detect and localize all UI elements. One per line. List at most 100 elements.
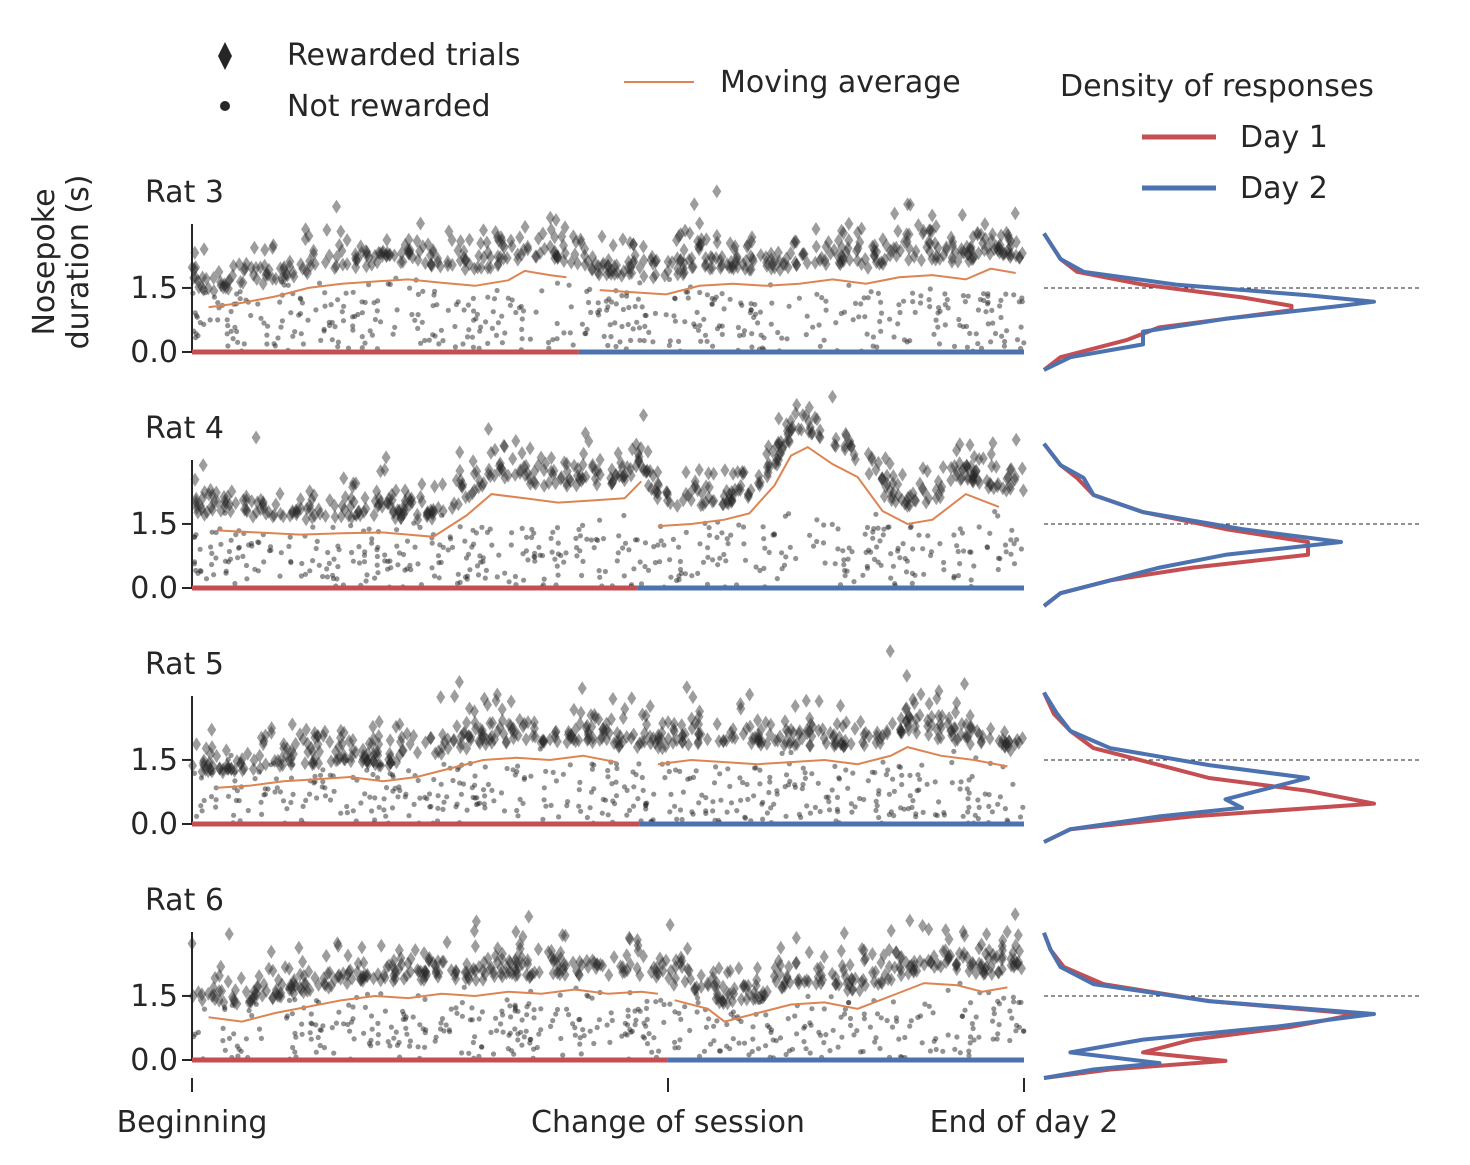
rewarded-trial-marker (602, 732, 612, 747)
trial-markers-rat-5 (188, 644, 1027, 826)
rewarded-trial-marker (890, 960, 900, 975)
unrewarded-trial-marker (594, 1024, 600, 1031)
rewarded-trial-marker (843, 983, 852, 998)
unrewarded-trial-marker (817, 343, 823, 349)
rewarded-trial-marker (797, 247, 807, 262)
rewarded-trial-marker (515, 230, 525, 245)
rewarded-trial-marker (462, 965, 472, 980)
rewarded-trial-marker (459, 244, 469, 259)
rewarded-trial-marker (236, 275, 245, 289)
rewarded-trial-marker (261, 268, 271, 283)
unrewarded-trial-marker (574, 545, 580, 551)
unrewarded-trial-marker (408, 567, 414, 573)
unrewarded-trial-marker (955, 548, 961, 555)
unrewarded-trial-marker (226, 1035, 233, 1041)
unrewarded-trial-marker (234, 328, 240, 335)
unrewarded-trial-marker (820, 540, 827, 546)
rewarded-trial-marker (882, 476, 892, 491)
rewarded-trial-marker (620, 701, 630, 716)
unrewarded-trial-marker (268, 547, 274, 553)
rewarded-trial-marker (948, 235, 958, 249)
rewarded-trial-marker (477, 723, 487, 738)
rewarded-trial-marker (992, 949, 1002, 964)
rewarded-trial-marker (447, 501, 457, 516)
rewarded-trial-marker (648, 468, 658, 483)
unrewarded-trial-marker (861, 1011, 867, 1017)
rewarded-trial-marker (282, 749, 292, 764)
unrewarded-trial-marker (757, 309, 764, 315)
unrewarded-trial-marker (757, 767, 763, 773)
rewarded-trial-marker (745, 719, 755, 734)
rewarded-trial-marker (770, 456, 780, 471)
rewarded-trial-marker (337, 243, 347, 258)
unrewarded-trial-marker (308, 1011, 314, 1017)
rewarded-trial-marker (609, 950, 619, 965)
unrewarded-trial-marker (393, 1029, 399, 1035)
rewarded-trial-marker (962, 729, 972, 744)
unrewarded-trial-marker (316, 280, 323, 286)
unrewarded-trial-marker (1004, 817, 1010, 823)
rewarded-trial-marker (433, 969, 443, 984)
rewarded-trial-marker (469, 924, 479, 938)
rewarded-trial-marker (723, 996, 732, 1011)
rewarded-trial-marker (904, 723, 914, 738)
rewarded-trial-marker (711, 975, 721, 990)
unrewarded-trial-marker (321, 1045, 327, 1051)
unrewarded-trial-marker (389, 805, 396, 811)
rewarded-trial-marker (510, 467, 520, 482)
unrewarded-trial-marker (519, 326, 525, 332)
rewarded-trial-marker (430, 746, 440, 761)
unrewarded-trial-marker (465, 302, 471, 308)
legend-scatter: Rewarded trials Not rewarded (218, 38, 521, 124)
rewarded-trial-marker (915, 476, 925, 491)
unrewarded-trial-marker (760, 816, 766, 822)
density-curve-day2 (1042, 442, 1343, 608)
rewarded-trial-marker (416, 489, 425, 504)
rewarded-trial-marker (191, 260, 201, 275)
rewarded-trial-marker (877, 471, 887, 486)
unrewarded-trial-marker (1010, 781, 1016, 787)
rewarded-trial-marker (947, 724, 957, 738)
rewarded-trial-marker (950, 245, 960, 260)
rewarded-trial-marker (613, 265, 623, 280)
rewarded-trial-marker (762, 258, 772, 273)
unrewarded-trial-marker (278, 324, 284, 330)
rewarded-trial-marker (727, 493, 737, 508)
unrewarded-trial-marker (236, 544, 242, 550)
rewarded-trial-marker (474, 734, 484, 749)
rewarded-trial-marker (631, 437, 641, 452)
unrewarded-trial-marker (932, 812, 939, 818)
unrewarded-trial-marker (910, 798, 916, 804)
rewarded-trial-marker (258, 276, 268, 291)
unrewarded-trial-marker (640, 787, 646, 794)
rewarded-trial-marker (426, 257, 436, 272)
unrewarded-trial-marker (213, 804, 219, 810)
unrewarded-trial-marker (281, 282, 287, 288)
unrewarded-trial-marker (344, 810, 350, 816)
unrewarded-trial-marker (646, 1031, 652, 1037)
rewarded-trial-marker (811, 239, 821, 254)
unrewarded-trial-marker (740, 524, 747, 530)
rewarded-trial-marker (708, 971, 718, 985)
unrewarded-trial-marker (538, 1006, 544, 1012)
rewarded-trial-marker (505, 965, 515, 980)
unrewarded-trial-marker (533, 309, 539, 315)
rewarded-trial-marker (859, 727, 869, 742)
rewarded-trial-marker (444, 224, 454, 239)
unrewarded-trial-marker (719, 291, 725, 297)
unrewarded-trial-marker (742, 815, 749, 821)
rewarded-trial-marker (382, 233, 392, 247)
unrewarded-trial-marker (749, 1048, 755, 1055)
rewarded-trial-marker (773, 733, 783, 748)
rewarded-trial-marker (511, 968, 520, 983)
rewarded-trial-marker (336, 224, 346, 239)
rewarded-trial-marker (505, 955, 515, 970)
rewarded-trial-marker (815, 253, 825, 268)
unrewarded-trial-marker (340, 318, 347, 324)
rewarded-trial-marker (369, 508, 379, 523)
rewarded-trial-marker (574, 733, 584, 748)
unrewarded-trial-marker (513, 309, 519, 316)
unrewarded-trial-marker (835, 1044, 841, 1050)
rewarded-trial-marker (987, 459, 997, 474)
rewarded-trial-marker (955, 437, 965, 452)
